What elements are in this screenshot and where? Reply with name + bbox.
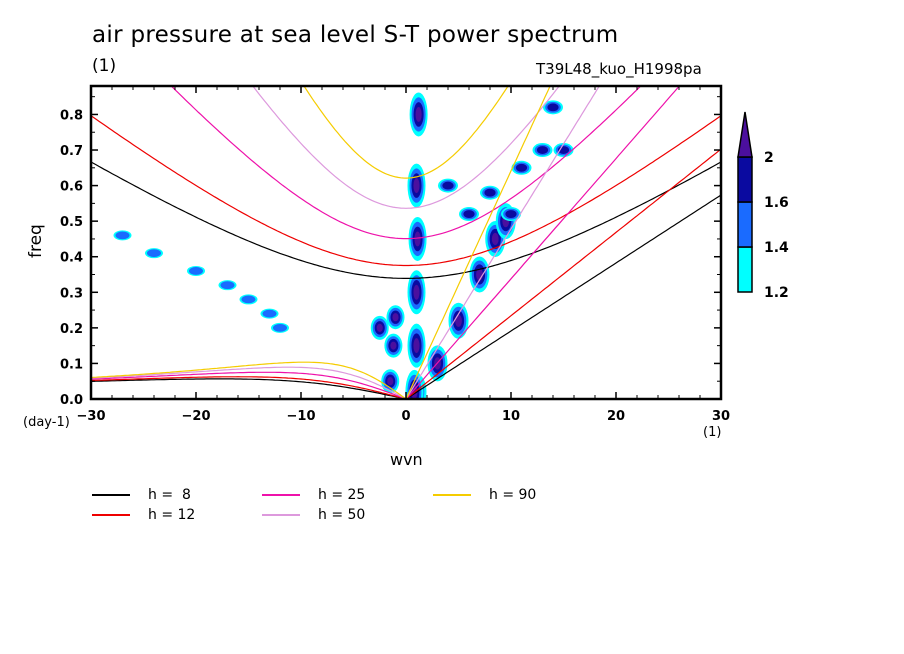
rossby-curve: [91, 366, 407, 399]
legend-item-h25: h = 25: [262, 487, 365, 503]
low-freq-westward-blob: [390, 341, 397, 350]
zonal-mean-column-blob: [413, 338, 420, 354]
x-tick-label: 30: [712, 409, 730, 424]
legend-item-h90: h = 90: [433, 487, 536, 503]
y-tick-label: 0.3: [60, 286, 83, 301]
y-axis-unit: (day-1): [23, 415, 70, 430]
gravity-wave-curve: [170, 86, 642, 240]
kelvin-curve: [405, 86, 551, 399]
x-tick-label: −10: [287, 409, 316, 424]
kelvin-band-blob: [455, 314, 462, 327]
y-tick-label: 0.2: [60, 322, 83, 337]
eastward-high-freq-blob: [515, 163, 528, 172]
kelvin-curve: [405, 86, 681, 399]
colorbar-segment: [737, 156, 753, 203]
eastward-high-freq-blob: [463, 210, 475, 218]
zonal-mean-column-blob: [413, 178, 420, 194]
zonal-mean-column-blob: [414, 231, 421, 247]
gravity-wave-curve: [252, 86, 561, 209]
y-axis-label: freq: [26, 224, 46, 258]
experiment-label: T39L48_kuo_H1998pa: [536, 60, 702, 78]
y-tick-label: 0.7: [60, 144, 83, 159]
rossby-westward-patches-blob: [220, 281, 235, 290]
y-tick-label: 0.8: [60, 108, 83, 123]
rossby-curve: [91, 376, 407, 399]
zonal-mean-column-blob: [413, 284, 420, 300]
y-tick-label: 0.4: [60, 251, 83, 266]
legend-swatch: [433, 494, 471, 496]
gravity-wave-curve: [303, 86, 509, 179]
legend-item-h8: h = 8: [92, 487, 191, 503]
colorbar-label: 2: [764, 150, 774, 166]
x-axis-label: wvn: [390, 450, 423, 469]
eastward-high-freq-blob: [547, 103, 559, 112]
field-unit-label: (1): [92, 56, 117, 76]
x-tick-label: 10: [502, 409, 520, 424]
zonal-mean-column-blob: [415, 106, 422, 122]
kelvin-band-blob: [491, 232, 499, 246]
x-axis-unit: (1): [703, 425, 722, 440]
shaded-contours: [113, 92, 574, 399]
legend-label: h = 90: [489, 487, 537, 503]
colorbar-segment: [737, 246, 753, 293]
rossby-curve: [91, 378, 407, 399]
colorbar: 1.2 1.4 1.6 2: [737, 111, 789, 301]
rossby-westward-patches-blob: [241, 295, 256, 304]
axis-ticks: −30 −20 −10 0 10 20 30 0.0 0.1 0.2 0.3 0.4 0.5 0.6 0.7…: [60, 86, 730, 424]
colorbar-segment: [737, 201, 753, 248]
kelvin-curve: [405, 86, 601, 399]
legend-item-h12: h = 12: [92, 507, 195, 523]
colorbar-label: 1.2: [764, 285, 789, 301]
colorbar-label: 1.4: [764, 240, 789, 256]
colorbar-extend-triangle: [737, 111, 753, 158]
legend-item-h50: h = 50: [262, 507, 365, 523]
dispersion-curves: [91, 86, 721, 399]
y-tick-label: 0.5: [60, 215, 83, 230]
legend-swatch: [262, 514, 300, 516]
gravity-wave-curve: [91, 161, 721, 279]
rossby-westward-patches-blob: [262, 309, 277, 318]
x-tick-label: −30: [77, 409, 106, 424]
gravity-wave-curve: [91, 115, 721, 267]
x-tick-label: −20: [182, 409, 211, 424]
colorbar-label: 1.6: [764, 195, 789, 211]
rossby-curve: [91, 361, 407, 399]
x-tick-label: 0: [401, 409, 410, 424]
plot-frame: [89, 84, 723, 401]
low-freq-westward-blob: [376, 323, 383, 332]
eastward-high-freq-blob: [442, 181, 454, 190]
chart-title: air pressure at sea level S-T power spec…: [92, 22, 619, 48]
legend-label: h = 50: [318, 507, 366, 523]
eastward-high-freq-blob: [484, 188, 496, 197]
legend-swatch: [92, 514, 130, 516]
eastward-high-freq-blob: [505, 210, 517, 218]
y-tick-label: 0.0: [60, 393, 83, 408]
rossby-westward-patches-blob: [146, 249, 162, 258]
low-freq-westward-blob: [392, 313, 399, 322]
rossby-westward-patches-blob: [188, 267, 204, 275]
legend-swatch: [92, 494, 130, 496]
kelvin-curve: [405, 148, 721, 399]
legend-label: h = 25: [318, 487, 366, 503]
legend-label: h = 12: [148, 507, 196, 523]
rossby-westward-patches-blob: [115, 231, 130, 240]
eastward-high-freq-blob: [536, 146, 549, 154]
kelvin-curve: [405, 194, 721, 399]
y-tick-label: 0.1: [60, 357, 83, 372]
rossby-westward-patches-blob: [272, 323, 288, 332]
low-freq-westward-blob: [387, 377, 394, 386]
legend-label: h = 8: [148, 487, 191, 503]
y-tick-label: 0.6: [60, 180, 83, 195]
legend-swatch: [262, 494, 300, 496]
rossby-curve: [91, 371, 407, 399]
x-tick-label: 20: [607, 409, 625, 424]
